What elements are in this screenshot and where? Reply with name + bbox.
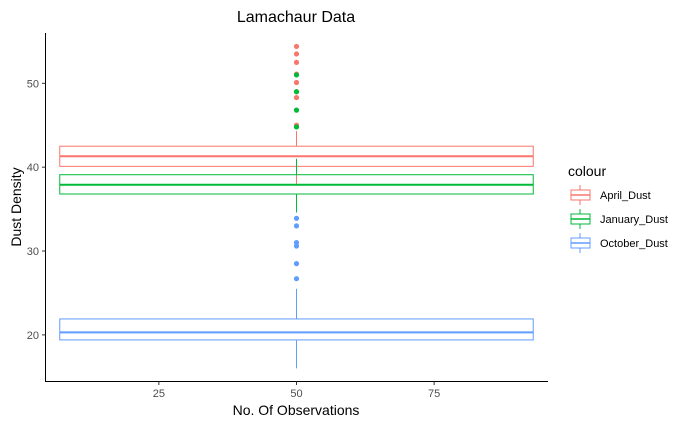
- legend: colour April_Dust January_Dust October_Dus…: [568, 163, 668, 253]
- legend-key: [570, 233, 591, 253]
- outlier-point: [293, 276, 300, 282]
- y-tick-label: 50: [27, 78, 39, 90]
- outlier-point: [293, 43, 300, 50]
- outlier-point: [293, 107, 300, 113]
- legend-label: April_Dust: [600, 190, 651, 202]
- legend-key: [570, 209, 591, 229]
- outlier-point: [293, 59, 300, 65]
- legend-key: [570, 185, 591, 205]
- plot-area: [59, 43, 534, 369]
- outlier-point: [293, 89, 300, 95]
- x-axis-ticks: 25 50 75: [153, 381, 440, 400]
- x-tick-label: 50: [290, 388, 302, 400]
- outlier-point: [293, 215, 300, 221]
- y-tick-label: 30: [27, 246, 39, 258]
- outlier-point: [293, 243, 300, 249]
- outlier-point: [293, 261, 300, 267]
- outlier-point: [293, 94, 300, 101]
- legend-label: January_Dust: [600, 214, 668, 226]
- box: [59, 318, 534, 341]
- outlier-point: [293, 79, 300, 86]
- series-january-dust: [59, 72, 534, 213]
- outlier-point: [293, 124, 300, 130]
- y-axis-ticks: 20 30 40 50: [27, 78, 46, 342]
- series-october-dust: [59, 215, 534, 369]
- x-tick-label: 75: [428, 388, 440, 400]
- legend-title: colour: [568, 163, 606, 179]
- y-tick-label: 20: [27, 330, 39, 342]
- x-axis-title: No. Of Observations: [233, 402, 360, 418]
- outlier-point: [293, 72, 300, 78]
- legend-label: October_Dust: [600, 238, 668, 250]
- y-axis-title: Dust Density: [8, 167, 24, 246]
- outlier-point: [293, 51, 300, 57]
- chart-title: Lamachaur Data: [237, 9, 355, 26]
- x-tick-label: 25: [153, 388, 165, 400]
- outlier-point: [293, 223, 300, 229]
- y-tick-label: 40: [27, 162, 39, 174]
